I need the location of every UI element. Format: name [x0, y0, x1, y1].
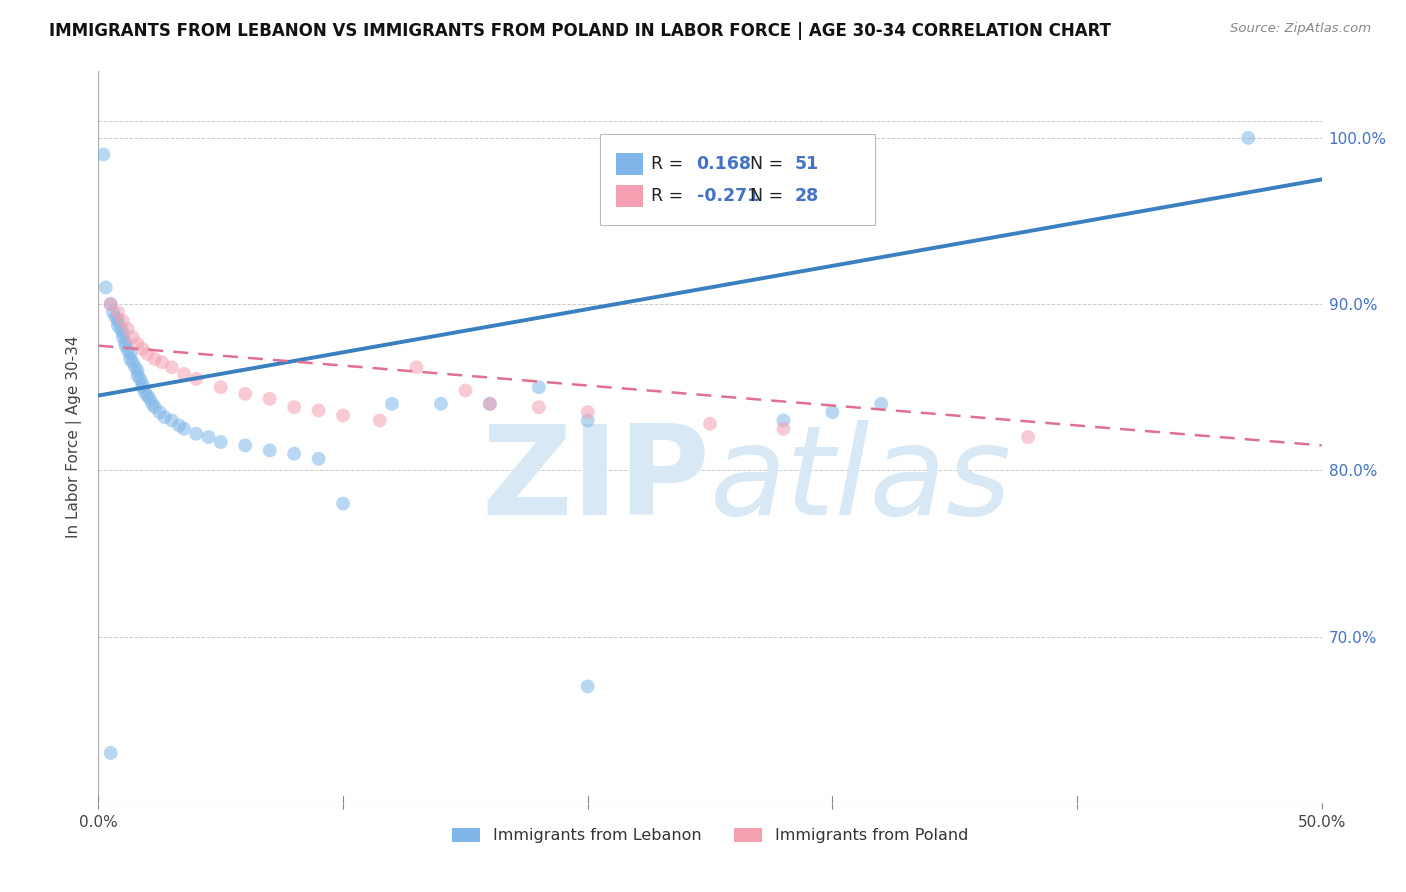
Point	[120, 351, 142, 366]
Point	[576, 405, 599, 419]
Point	[197, 430, 219, 444]
Point	[870, 397, 893, 411]
Point	[527, 400, 550, 414]
Point	[332, 497, 354, 511]
Point	[173, 422, 195, 436]
Point	[121, 355, 143, 369]
Text: 28: 28	[794, 186, 818, 204]
Y-axis label: In Labor Force | Age 30-34: In Labor Force | Age 30-34	[66, 335, 83, 539]
Point	[173, 367, 195, 381]
Point	[167, 418, 190, 433]
Point	[332, 409, 354, 423]
Point	[107, 314, 129, 328]
Point	[131, 380, 153, 394]
Point	[259, 392, 281, 406]
Point	[124, 360, 146, 375]
Point	[430, 397, 453, 411]
Point	[478, 397, 501, 411]
Point	[111, 330, 134, 344]
Point	[120, 347, 142, 361]
Text: ZIP: ZIP	[481, 420, 710, 541]
Point	[160, 413, 183, 427]
Point	[131, 342, 153, 356]
Point	[1017, 430, 1039, 444]
Point	[283, 447, 305, 461]
Point	[121, 330, 143, 344]
Text: 51: 51	[794, 155, 818, 173]
Point	[129, 372, 152, 386]
Point	[114, 335, 136, 350]
Point	[772, 422, 794, 436]
Point	[111, 326, 134, 340]
Point	[576, 413, 599, 427]
Point	[136, 347, 159, 361]
Point	[91, 147, 114, 161]
Point	[100, 746, 122, 760]
Text: Source: ZipAtlas.com: Source: ZipAtlas.com	[1230, 22, 1371, 36]
Point	[117, 322, 139, 336]
Point	[101, 305, 124, 319]
Point	[107, 305, 129, 319]
Point	[143, 400, 166, 414]
Point	[131, 376, 153, 391]
Legend: Immigrants from Lebanon, Immigrants from Poland: Immigrants from Lebanon, Immigrants from…	[446, 822, 974, 850]
Point	[233, 438, 256, 452]
Point	[150, 355, 173, 369]
Point	[104, 310, 127, 325]
Point	[259, 443, 281, 458]
Point	[153, 410, 176, 425]
FancyBboxPatch shape	[600, 134, 875, 225]
Point	[127, 363, 149, 377]
Point	[308, 403, 330, 417]
Point	[110, 322, 132, 336]
Point	[143, 351, 166, 366]
Point	[186, 372, 208, 386]
Text: 0.168: 0.168	[696, 155, 752, 173]
Text: R =: R =	[651, 186, 689, 204]
Text: -0.271: -0.271	[696, 186, 759, 204]
Point	[186, 426, 208, 441]
Point	[160, 360, 183, 375]
Point	[454, 384, 477, 398]
Point	[405, 360, 427, 375]
Text: R =: R =	[651, 155, 689, 173]
Point	[209, 435, 232, 450]
Point	[576, 680, 599, 694]
Point	[139, 392, 162, 406]
Point	[141, 397, 163, 411]
Point	[772, 413, 794, 427]
Point	[94, 280, 117, 294]
Text: N =: N =	[751, 186, 789, 204]
Point	[821, 405, 844, 419]
Point	[127, 337, 149, 351]
Point	[127, 368, 149, 383]
Point	[107, 318, 129, 333]
Point	[134, 385, 156, 400]
Point	[100, 297, 122, 311]
Point	[699, 417, 721, 431]
Point	[233, 387, 256, 401]
Point	[209, 380, 232, 394]
Point	[149, 405, 172, 419]
Point	[111, 314, 134, 328]
Point	[308, 451, 330, 466]
Point	[478, 397, 501, 411]
Point	[283, 400, 305, 414]
FancyBboxPatch shape	[616, 185, 643, 207]
Point	[527, 380, 550, 394]
Point	[136, 388, 159, 402]
Point	[114, 339, 136, 353]
Point	[381, 397, 404, 411]
Point	[1237, 131, 1260, 145]
Text: N =: N =	[751, 155, 789, 173]
Text: atlas: atlas	[710, 420, 1012, 541]
FancyBboxPatch shape	[616, 153, 643, 175]
Point	[368, 413, 391, 427]
Text: IMMIGRANTS FROM LEBANON VS IMMIGRANTS FROM POLAND IN LABOR FORCE | AGE 30-34 COR: IMMIGRANTS FROM LEBANON VS IMMIGRANTS FR…	[49, 22, 1111, 40]
Point	[100, 297, 122, 311]
Point	[117, 343, 139, 358]
